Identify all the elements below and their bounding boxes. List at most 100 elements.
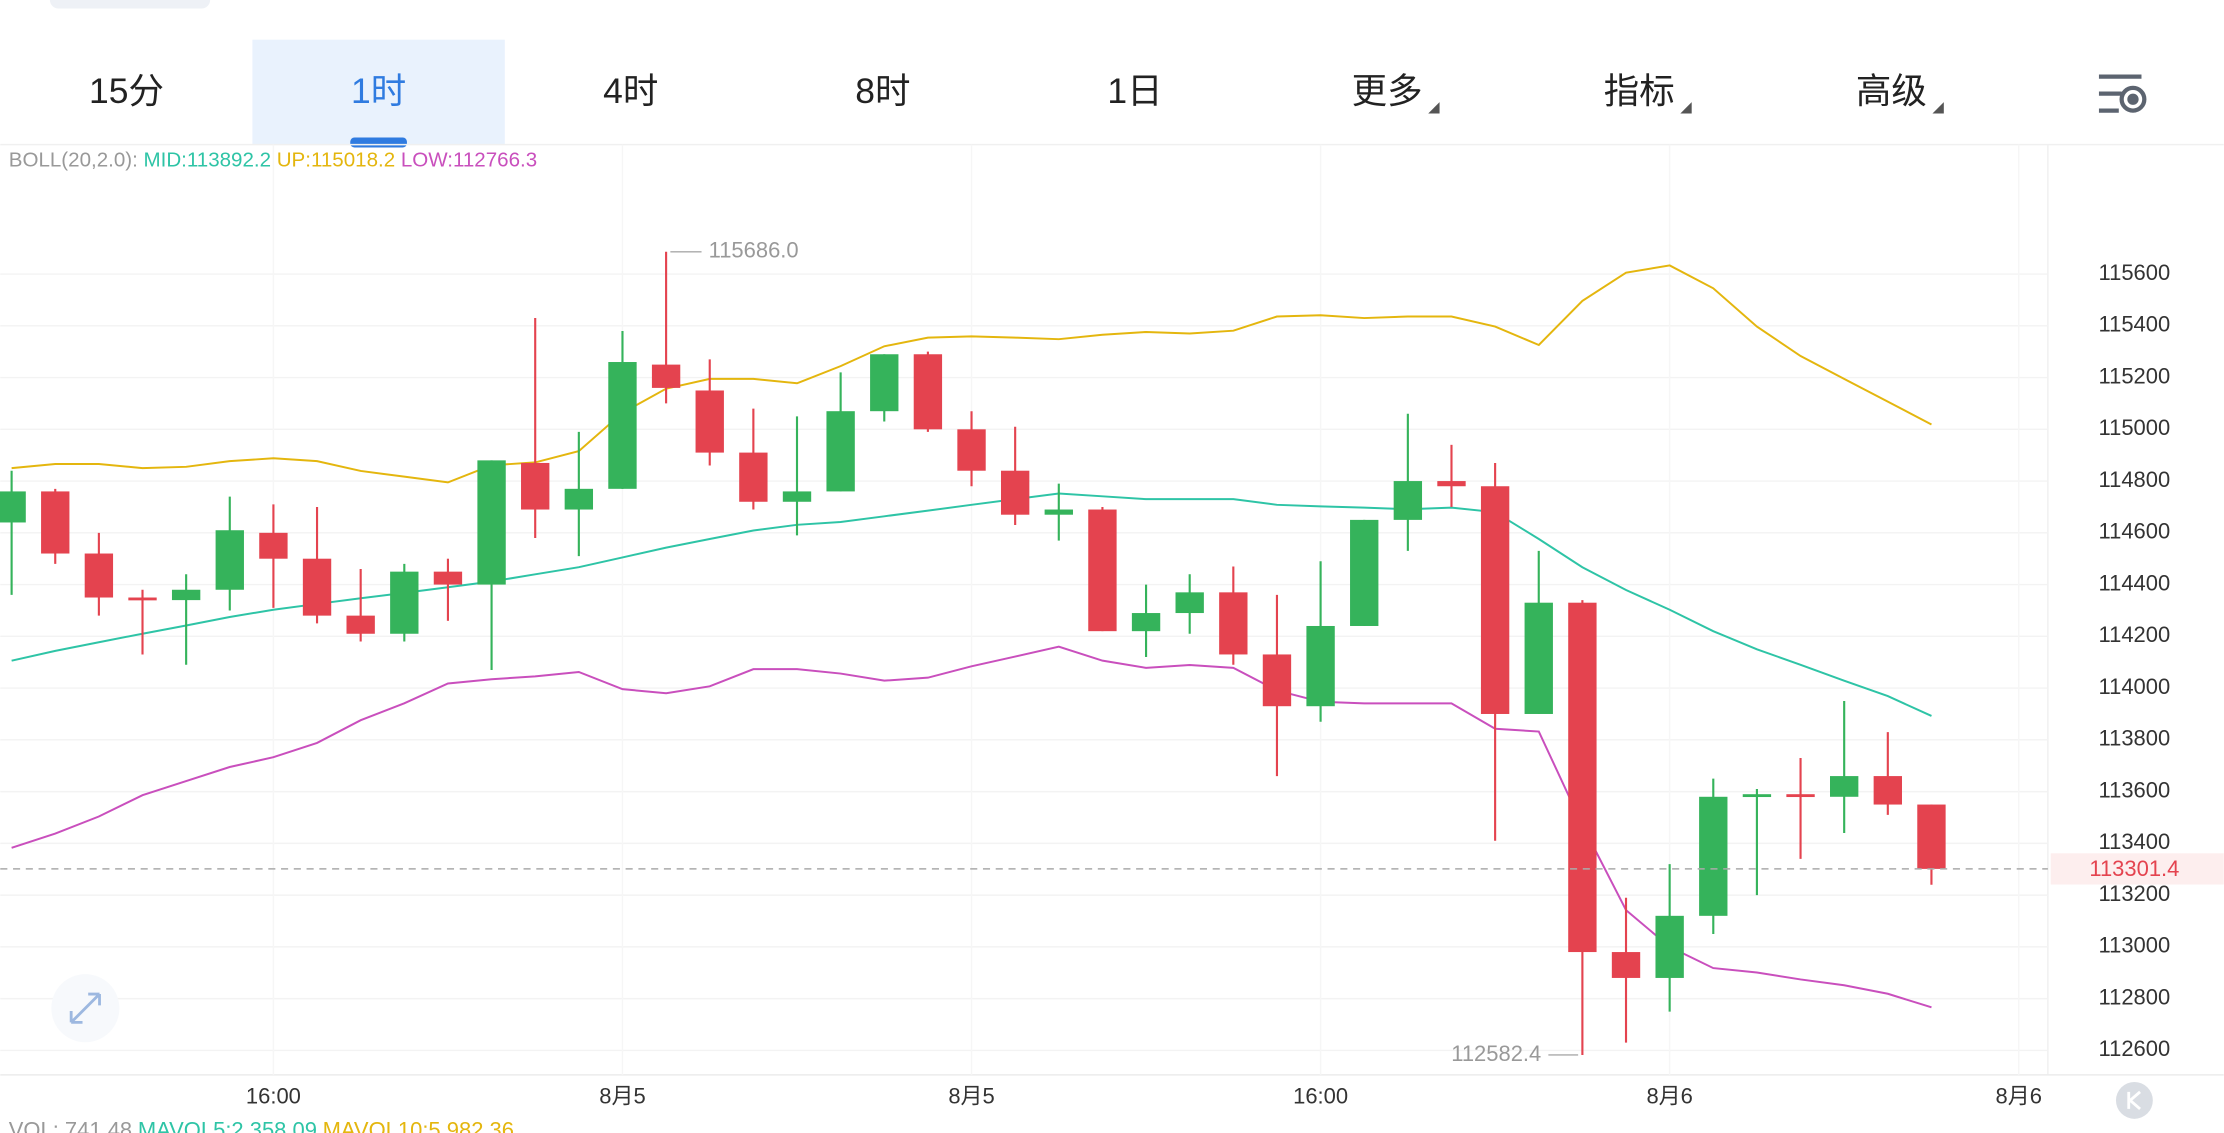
candle-body (1262, 654, 1292, 707)
candle-body (1742, 794, 1772, 798)
candle-body (870, 354, 899, 412)
candle-body (1393, 481, 1423, 520)
candle-body (1088, 509, 1117, 632)
y-tick-label: 113400 (2099, 829, 2171, 854)
legend-entry: UP:115018.2 (277, 149, 395, 172)
candle-body (1830, 776, 1859, 797)
candle-body (390, 571, 419, 634)
tab-label[interactable]: 8时 (855, 71, 910, 111)
candle-body (346, 615, 375, 634)
legend-entry: LOW:112766.3 (401, 149, 537, 172)
y-tick-label: 112600 (2099, 1036, 2171, 1061)
active-tab-indicator (350, 137, 407, 148)
settings-icon[interactable] (2098, 74, 2147, 113)
boll-line (11, 645, 1932, 1009)
x-tick-label: 16:00 (1293, 1083, 1348, 1108)
candle-body (957, 429, 986, 471)
candle-body (1611, 952, 1641, 978)
candle-body (782, 491, 812, 502)
candle-body (1350, 519, 1379, 626)
x-tick-label: 16:00 (246, 1083, 301, 1108)
candle-body (41, 491, 70, 554)
candle-body (84, 553, 114, 598)
last-price-box (2050, 853, 2224, 885)
y-tick-label: 113200 (2099, 881, 2171, 906)
tab-label[interactable]: 高级 (1856, 71, 1927, 111)
y-tick-label: 114000 (2099, 674, 2171, 699)
x-tick-label: 8月5 (599, 1083, 645, 1108)
top-pill (49, 0, 211, 9)
candle-body (739, 452, 768, 502)
tab-label[interactable]: 1日 (1107, 71, 1162, 111)
candle-body (128, 597, 157, 601)
candle-body (215, 530, 244, 590)
candle-body (1044, 509, 1073, 515)
candle-body (913, 354, 943, 430)
candle-body (1655, 915, 1684, 978)
legend-entry: MID:113892.2 (144, 149, 272, 172)
tab-bar: 15分 1时 4时 8时 1日 更多 指标 高级 (89, 39, 1944, 148)
tab-label[interactable]: 4时 (603, 71, 658, 111)
candle-body (521, 462, 550, 510)
candle-body (1699, 796, 1728, 916)
y-tick-label: 114800 (2099, 467, 2171, 492)
expand-button[interactable] (51, 974, 120, 1043)
y-tick-label: 113600 (2099, 777, 2171, 802)
low-annotation: 112582.4 (1451, 1041, 1541, 1066)
volume-text: VOL: 741.48 MAVOL5:2,358.09 MAVOL10:5,982.… (9, 1117, 514, 1133)
y-tick-label: 115000 (2099, 415, 2171, 440)
boll-line (11, 492, 1932, 717)
y-tick-label: 114400 (2099, 570, 2171, 595)
candle-body (1480, 486, 1510, 714)
candle-body (1437, 481, 1466, 487)
tab-label[interactable]: 15分 (89, 71, 164, 111)
candle-body (1000, 470, 1030, 515)
y-tick-label: 113800 (2099, 726, 2171, 751)
candle-body (564, 488, 594, 510)
x-tick-label: 8月6 (1996, 1083, 2042, 1108)
y-tick-label: 115600 (2099, 260, 2171, 285)
tab-label[interactable]: 1时 (351, 71, 406, 111)
candle-body (1306, 625, 1335, 707)
k-button[interactable] (2115, 1081, 2153, 1119)
candle-body (477, 460, 506, 585)
tab-label[interactable]: 指标 (1604, 71, 1675, 111)
volume-legend: VOL: 741.48 MAVOL5:2,358.09 MAVOL10:5,982.… (9, 1117, 514, 1133)
candle-body (302, 558, 332, 616)
dropdown-caret (1428, 102, 1440, 114)
volume-entry: MAVOL5:2,358.09 (138, 1117, 317, 1133)
y-tick-label: 114600 (2099, 519, 2171, 544)
plot: 112600 112800 113000 113200 113400 113600 1138… (0, 144, 2224, 1108)
candle-body (0, 491, 26, 523)
candle-body (695, 390, 724, 453)
last-price-label: 113301.4 (2089, 856, 2179, 881)
y-tick-label: 113000 (2099, 933, 2171, 958)
dropdown-caret (1680, 102, 1692, 114)
active-tab-bg (252, 39, 505, 145)
candle-body (1175, 592, 1204, 614)
candle-body (259, 532, 288, 559)
candle-body (1786, 794, 1815, 798)
x-tick-label: 8月5 (948, 1083, 994, 1108)
candle-body (608, 362, 637, 489)
candle-body (1131, 613, 1161, 632)
x-tick-label: 8月6 (1646, 1083, 1692, 1108)
dropdown-caret (1932, 102, 1944, 114)
candle-body (1219, 592, 1248, 655)
y-tick-label: 114200 (2099, 622, 2171, 647)
indicator-name: BOLL(20,2.0): (9, 149, 138, 172)
tab-label[interactable]: 更多 (1352, 71, 1423, 111)
boll-line (11, 264, 1932, 484)
candle-body (826, 411, 855, 492)
volume-entry: MAVOL10:5,982.36 (323, 1117, 514, 1133)
high-annotation: 115686.0 (709, 238, 799, 263)
candle-body (1524, 602, 1553, 714)
y-tick-label: 115200 (2099, 363, 2171, 388)
candle-body (651, 364, 681, 388)
candle-body (1917, 804, 1946, 869)
candle-body (1873, 776, 1902, 805)
y-tick-label: 115400 (2099, 312, 2171, 337)
candle-body (171, 589, 201, 601)
